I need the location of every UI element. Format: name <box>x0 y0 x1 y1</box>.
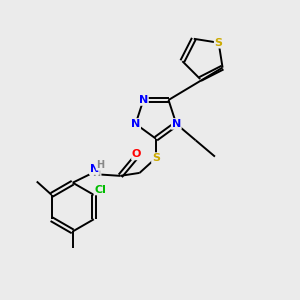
Text: N: N <box>131 119 140 129</box>
Text: N: N <box>172 119 181 129</box>
Text: N: N <box>139 95 148 105</box>
Text: Cl: Cl <box>94 184 106 194</box>
Text: S: S <box>152 153 160 163</box>
Text: H: H <box>97 160 105 170</box>
Text: O: O <box>132 149 141 160</box>
Text: N: N <box>90 164 99 174</box>
Text: H: H <box>92 168 101 178</box>
Text: H: H <box>92 168 101 178</box>
Text: S: S <box>214 38 223 48</box>
